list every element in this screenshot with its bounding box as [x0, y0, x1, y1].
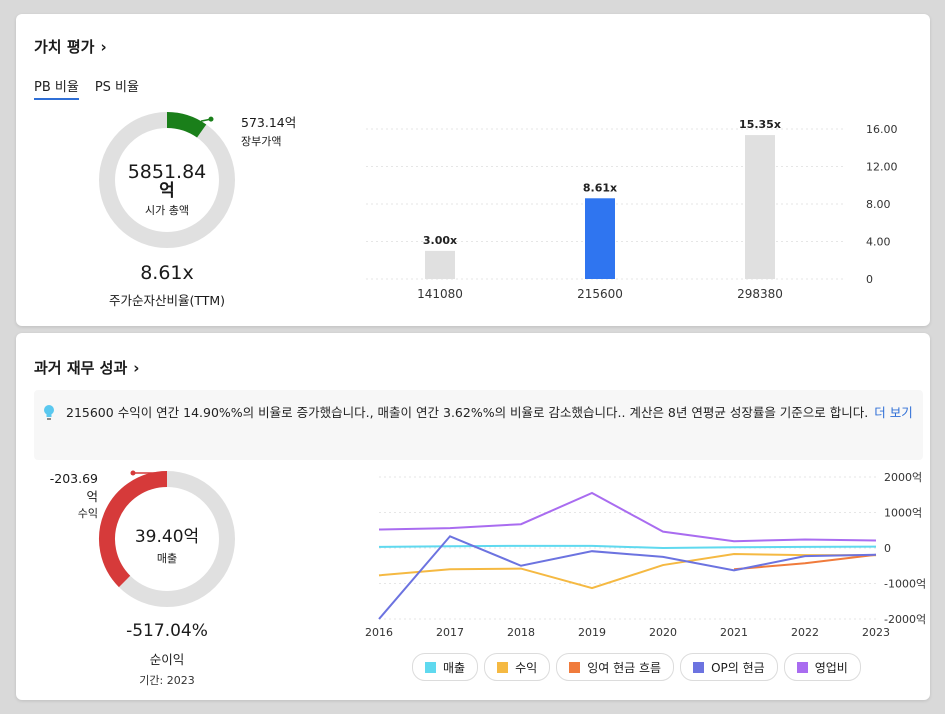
performance-title-link[interactable]: 과거 재무 성과 ›	[34, 357, 139, 378]
peer-pb-bar-chart: 16.00 12.00 8.00 4.00 0 3.00x 141080 8.61x 21560…	[366, 118, 898, 301]
x-tick-label: 2018	[507, 626, 535, 639]
growth-info-text-wrap: 215600 수익이 연간 14.90%%의 비율로 증가했습니다., 매출이 …	[44, 402, 914, 424]
y-tick-label: 0	[884, 542, 891, 555]
legend-label: 수익	[515, 660, 538, 675]
valuation-card: 가치 평가 › PB 비율 PS 비율 5851.84 억 시가 총액 573.…	[16, 14, 930, 326]
earnings-amount: -203.69	[49, 471, 98, 486]
y-tick-label: 8.00	[866, 198, 891, 211]
donut-center: 5851.84 억 시가 총액	[117, 162, 217, 218]
lightbulb-icon	[44, 405, 54, 420]
legend-swatch	[796, 661, 808, 673]
bar-215600[interactable]	[585, 198, 615, 279]
callout-dot	[208, 116, 214, 122]
x-tick-label: 2017	[436, 626, 464, 639]
y-tick-label: 4.00	[866, 236, 891, 249]
net-margin-value: -517.04%	[126, 621, 208, 641]
valuation-title: 가치 평가	[34, 38, 95, 56]
x-tick-label: 2019	[578, 626, 606, 639]
period-label: 기간: 2023	[139, 674, 195, 687]
market-cap-donut	[99, 112, 235, 248]
callout-dot	[130, 470, 136, 476]
net-margin-label: 순이익	[149, 652, 185, 667]
earnings-label: 수익	[77, 507, 98, 520]
pb-ratio-label: 주가순자산비율(TTM)	[108, 293, 226, 308]
legend-swatch	[693, 661, 705, 673]
pb-ratio-summary: 8.61x 주가순자산비율(TTM)	[87, 262, 247, 309]
legend-free-cash-flow[interactable]: 잉여 현금 흐름	[556, 653, 675, 681]
chevron-right-icon: ›	[133, 358, 140, 377]
series-line-4	[378, 491, 877, 543]
market-cap-unit: 억	[159, 181, 175, 201]
x-tick-label: 2020	[649, 626, 677, 639]
tab-ps-ratio[interactable]: PS 비율	[94, 80, 139, 95]
y-tick-label: -1000억	[884, 578, 926, 591]
performance-title: 과거 재무 성과	[34, 359, 128, 377]
donut-slice-earnings	[99, 471, 168, 588]
book-value-amount: 573.14억	[241, 115, 297, 130]
legend-label: OP의 현금	[711, 660, 765, 675]
legend-earnings[interactable]: 수익	[484, 653, 551, 681]
donut-slice-book-value	[166, 112, 207, 138]
chevron-right-icon: ›	[100, 37, 107, 56]
market-cap-label: 시가 총액	[145, 204, 189, 217]
bar-data-label: 8.61x	[583, 181, 617, 194]
revenue-label: 매출	[156, 552, 178, 565]
y-tick-label: 12.00	[866, 161, 898, 174]
read-more-link[interactable]: 더 보기	[874, 405, 913, 420]
x-tick-label: 2022	[791, 626, 819, 639]
x-tick-label: 2021	[720, 626, 748, 639]
x-tick-label: 215600	[577, 287, 623, 301]
growth-info-text: 215600 수익이 연간 14.90%%의 비율로 증가했습니다., 매출이 …	[66, 405, 869, 420]
bar-141080[interactable]	[425, 250, 455, 279]
series-line-2	[733, 553, 877, 571]
revenue-value: 39.40억	[134, 527, 200, 547]
legend-revenue[interactable]: 매출	[412, 653, 479, 681]
legend-label: 매출	[443, 660, 466, 675]
legend-label: 영업비	[814, 660, 848, 675]
market-cap-value: 5851.84	[127, 161, 207, 183]
net-margin-summary: -517.04% 순이익 기간: 2023	[87, 621, 247, 688]
x-tick-label: 141080	[417, 287, 463, 301]
valuation-tabs: PB 비율 PS 비율	[34, 76, 139, 100]
bar-data-label: 3.00x	[423, 234, 457, 247]
bar-298380[interactable]	[745, 135, 775, 279]
series-line-1	[378, 553, 877, 590]
y-tick-label: 2000억	[884, 471, 922, 484]
donut-center: 39.40억 매출	[117, 522, 217, 566]
growth-info-box: 215600 수익이 연간 14.90%%의 비율로 증가했습니다., 매출이 …	[34, 390, 923, 460]
book-value-label: 장부가액	[241, 135, 282, 148]
tab-pb-ratio[interactable]: PB 비율	[34, 76, 79, 100]
x-tick-label: 2016	[365, 626, 393, 639]
y-tick-label: -2000억	[884, 613, 926, 626]
legend-operating-expense[interactable]: 영업비	[783, 653, 861, 681]
series-line-0	[378, 544, 877, 550]
series-line-3	[378, 535, 877, 620]
x-tick-label: 2023	[862, 626, 890, 639]
line-chart-legend: 매출 수익 잉여 현금 흐름 OP의 현금 영업비	[412, 653, 861, 681]
pb-ratio-value: 8.61x	[140, 262, 194, 284]
y-tick-label: 0	[866, 273, 873, 286]
bar-data-label: 15.35x	[739, 118, 781, 131]
legend-operating-cash[interactable]: OP의 현금	[680, 653, 778, 681]
legend-swatch	[425, 661, 436, 673]
performance-card: 과거 재무 성과 › 215600 수익이 연간 14.90%%의 비율로 증가…	[16, 333, 930, 700]
revenue-donut	[99, 470, 235, 607]
valuation-title-link[interactable]: 가치 평가 ›	[34, 36, 107, 57]
earnings-unit: 억	[86, 489, 98, 504]
x-tick-label: 298380	[737, 287, 783, 301]
legend-label: 잉여 현금 흐름	[587, 660, 662, 675]
financial-history-line-chart: 2000억 1000억 0 -1000억 -2000억 2016 2017 2018 2019 2…	[365, 471, 926, 639]
y-tick-label: 16.00	[866, 123, 898, 136]
legend-swatch	[569, 661, 581, 673]
book-value-callout: 573.14억 장부가액	[241, 112, 296, 149]
y-tick-label: 1000억	[884, 507, 922, 520]
legend-swatch	[497, 661, 509, 673]
earnings-callout: -203.69 억 수익	[38, 471, 98, 521]
